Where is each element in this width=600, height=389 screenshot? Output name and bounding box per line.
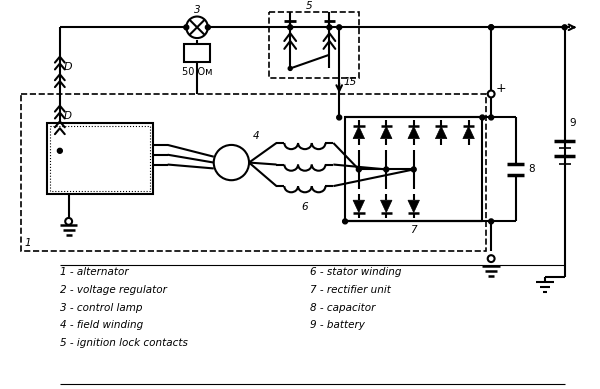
Circle shape bbox=[65, 218, 72, 225]
Bar bbox=[50, 126, 150, 191]
Circle shape bbox=[488, 255, 494, 262]
Circle shape bbox=[337, 25, 341, 30]
Text: 3: 3 bbox=[194, 5, 200, 14]
Circle shape bbox=[205, 25, 211, 30]
Circle shape bbox=[488, 91, 494, 97]
Polygon shape bbox=[380, 200, 392, 212]
Circle shape bbox=[488, 219, 494, 224]
Text: 1: 1 bbox=[25, 238, 31, 248]
Text: 15: 15 bbox=[343, 77, 356, 87]
Polygon shape bbox=[380, 126, 392, 138]
Bar bbox=[345, 117, 482, 221]
Polygon shape bbox=[436, 126, 447, 138]
Bar bbox=[269, 12, 359, 78]
Bar bbox=[184, 44, 210, 61]
Polygon shape bbox=[408, 200, 419, 212]
Text: 7: 7 bbox=[410, 225, 417, 235]
Polygon shape bbox=[353, 200, 365, 212]
Text: 6 - stator winding: 6 - stator winding bbox=[310, 268, 401, 277]
Text: D: D bbox=[53, 146, 61, 156]
Text: 1 - alternator: 1 - alternator bbox=[60, 268, 128, 277]
Circle shape bbox=[488, 115, 494, 120]
Circle shape bbox=[562, 25, 567, 30]
Text: D: D bbox=[64, 110, 72, 121]
Bar bbox=[47, 123, 153, 194]
Circle shape bbox=[384, 167, 389, 172]
Circle shape bbox=[288, 25, 293, 30]
Text: 8 - capacitor: 8 - capacitor bbox=[310, 303, 375, 313]
Text: D: D bbox=[64, 61, 73, 72]
Circle shape bbox=[288, 67, 292, 70]
Bar bbox=[20, 94, 486, 251]
Circle shape bbox=[411, 167, 416, 172]
Text: 9 - battery: 9 - battery bbox=[310, 321, 365, 330]
Text: 5: 5 bbox=[305, 1, 312, 11]
Circle shape bbox=[343, 219, 347, 224]
Text: D+: D+ bbox=[53, 179, 68, 189]
Circle shape bbox=[337, 115, 341, 120]
Text: 6: 6 bbox=[302, 202, 308, 212]
Circle shape bbox=[58, 148, 62, 153]
Polygon shape bbox=[408, 126, 419, 138]
Circle shape bbox=[356, 167, 361, 172]
Text: DF: DF bbox=[137, 142, 149, 151]
Circle shape bbox=[488, 25, 494, 30]
Text: 2: 2 bbox=[97, 131, 103, 141]
Text: 2 - voltage regulator: 2 - voltage regulator bbox=[60, 285, 167, 295]
Circle shape bbox=[184, 25, 189, 30]
Text: 5 - ignition lock contacts: 5 - ignition lock contacts bbox=[60, 338, 188, 348]
Circle shape bbox=[480, 115, 485, 120]
Text: 4 - field winding: 4 - field winding bbox=[60, 321, 143, 330]
Text: 9: 9 bbox=[569, 118, 576, 128]
Circle shape bbox=[214, 145, 249, 180]
Text: 8: 8 bbox=[529, 165, 535, 174]
Text: 7 - rectifier unit: 7 - rectifier unit bbox=[310, 285, 391, 295]
Text: +: + bbox=[496, 82, 506, 95]
Polygon shape bbox=[353, 126, 365, 138]
Text: 4: 4 bbox=[253, 131, 260, 141]
Text: 50 Ом: 50 Ом bbox=[182, 67, 212, 77]
Circle shape bbox=[186, 16, 208, 38]
Circle shape bbox=[488, 25, 494, 30]
Polygon shape bbox=[463, 126, 475, 138]
Text: 3 - control lamp: 3 - control lamp bbox=[60, 303, 142, 313]
Circle shape bbox=[327, 25, 332, 30]
